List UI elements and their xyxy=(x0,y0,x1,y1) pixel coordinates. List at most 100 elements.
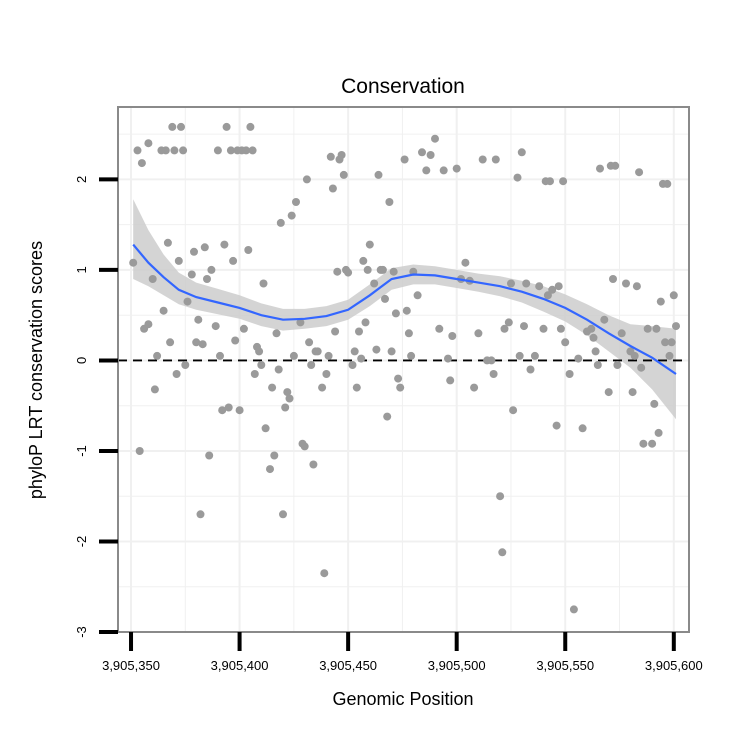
data-point xyxy=(255,347,264,356)
data-point xyxy=(489,370,498,378)
data-point xyxy=(498,548,507,557)
data-point xyxy=(378,265,387,274)
data-point xyxy=(535,282,544,291)
data-point xyxy=(305,338,314,347)
smooth-line-group xyxy=(132,243,677,375)
x-tick-label: 3,905,600 xyxy=(645,658,703,673)
data-point xyxy=(552,421,561,430)
data-point xyxy=(402,306,411,315)
data-point xyxy=(302,175,311,184)
data-point xyxy=(611,161,620,170)
data-point xyxy=(285,394,294,403)
y-tick-label: -3 xyxy=(74,626,89,638)
data-point xyxy=(355,327,363,336)
data-point xyxy=(229,256,238,265)
data-point xyxy=(259,279,268,288)
data-point xyxy=(279,510,287,519)
data-point xyxy=(478,155,487,164)
data-point xyxy=(187,270,196,279)
data-point xyxy=(276,218,285,227)
data-point xyxy=(383,412,392,421)
data-point xyxy=(222,122,231,131)
data-point xyxy=(628,388,637,397)
data-point xyxy=(665,351,674,360)
data-point xyxy=(461,258,470,267)
data-point xyxy=(444,354,452,363)
data-point xyxy=(168,122,177,131)
data-point xyxy=(287,211,296,220)
data-points xyxy=(129,122,680,614)
data-point xyxy=(374,170,383,179)
data-point xyxy=(313,347,322,356)
data-point xyxy=(507,279,515,288)
data-point xyxy=(526,365,535,374)
data-point xyxy=(177,122,185,131)
data-point xyxy=(328,184,337,193)
data-point xyxy=(211,322,220,331)
data-point xyxy=(261,424,270,433)
data-point xyxy=(613,361,622,369)
smooth-fit-line xyxy=(132,243,677,375)
data-point xyxy=(504,318,513,327)
data-point xyxy=(359,256,368,265)
data-point xyxy=(322,370,331,378)
data-point xyxy=(569,605,578,614)
data-point xyxy=(281,403,290,412)
data-point xyxy=(556,324,565,333)
data-point xyxy=(543,291,552,300)
data-point xyxy=(192,338,201,347)
data-point xyxy=(137,159,146,168)
data-point xyxy=(622,279,630,288)
data-point xyxy=(181,361,190,369)
data-point xyxy=(200,243,209,252)
data-point xyxy=(170,146,179,155)
data-point xyxy=(439,166,448,175)
data-point xyxy=(546,177,554,186)
data-point xyxy=(574,354,583,363)
data-point xyxy=(643,324,652,333)
x-tick-label: 3,905,350 xyxy=(102,658,160,673)
data-point xyxy=(509,406,518,415)
data-point xyxy=(283,388,292,397)
data-point xyxy=(426,151,435,159)
data-point xyxy=(163,238,172,247)
data-point xyxy=(350,347,359,356)
data-point xyxy=(333,267,342,276)
data-point xyxy=(470,383,479,392)
data-point xyxy=(561,338,570,347)
data-point xyxy=(250,370,259,378)
data-point xyxy=(270,451,279,460)
data-point xyxy=(218,406,227,415)
data-point xyxy=(654,428,663,437)
data-point xyxy=(396,383,405,392)
data-point xyxy=(352,383,361,392)
data-point xyxy=(559,177,568,186)
data-point xyxy=(216,351,224,360)
data-point xyxy=(372,345,381,354)
data-point xyxy=(448,332,457,340)
data-point xyxy=(220,240,229,249)
data-point xyxy=(174,256,183,265)
data-point xyxy=(150,385,159,394)
data-point xyxy=(491,155,500,164)
data-point xyxy=(435,324,444,333)
x-tick-label: 3,905,400 xyxy=(211,658,269,673)
data-point xyxy=(274,365,283,374)
data-point xyxy=(365,240,374,249)
x-tick-label: 3,905,450 xyxy=(319,658,377,673)
data-point xyxy=(600,315,609,324)
data-point xyxy=(407,351,416,360)
data-point xyxy=(554,282,563,291)
data-point xyxy=(385,198,394,206)
y-tick-label: -2 xyxy=(74,536,89,548)
data-point xyxy=(609,275,617,283)
data-point xyxy=(652,324,661,333)
data-point xyxy=(268,383,277,392)
data-point xyxy=(348,361,357,369)
data-point xyxy=(153,351,162,360)
data-point xyxy=(446,376,455,385)
data-point xyxy=(500,324,509,333)
data-point xyxy=(663,179,672,188)
data-point xyxy=(309,460,318,469)
data-point xyxy=(190,247,198,256)
